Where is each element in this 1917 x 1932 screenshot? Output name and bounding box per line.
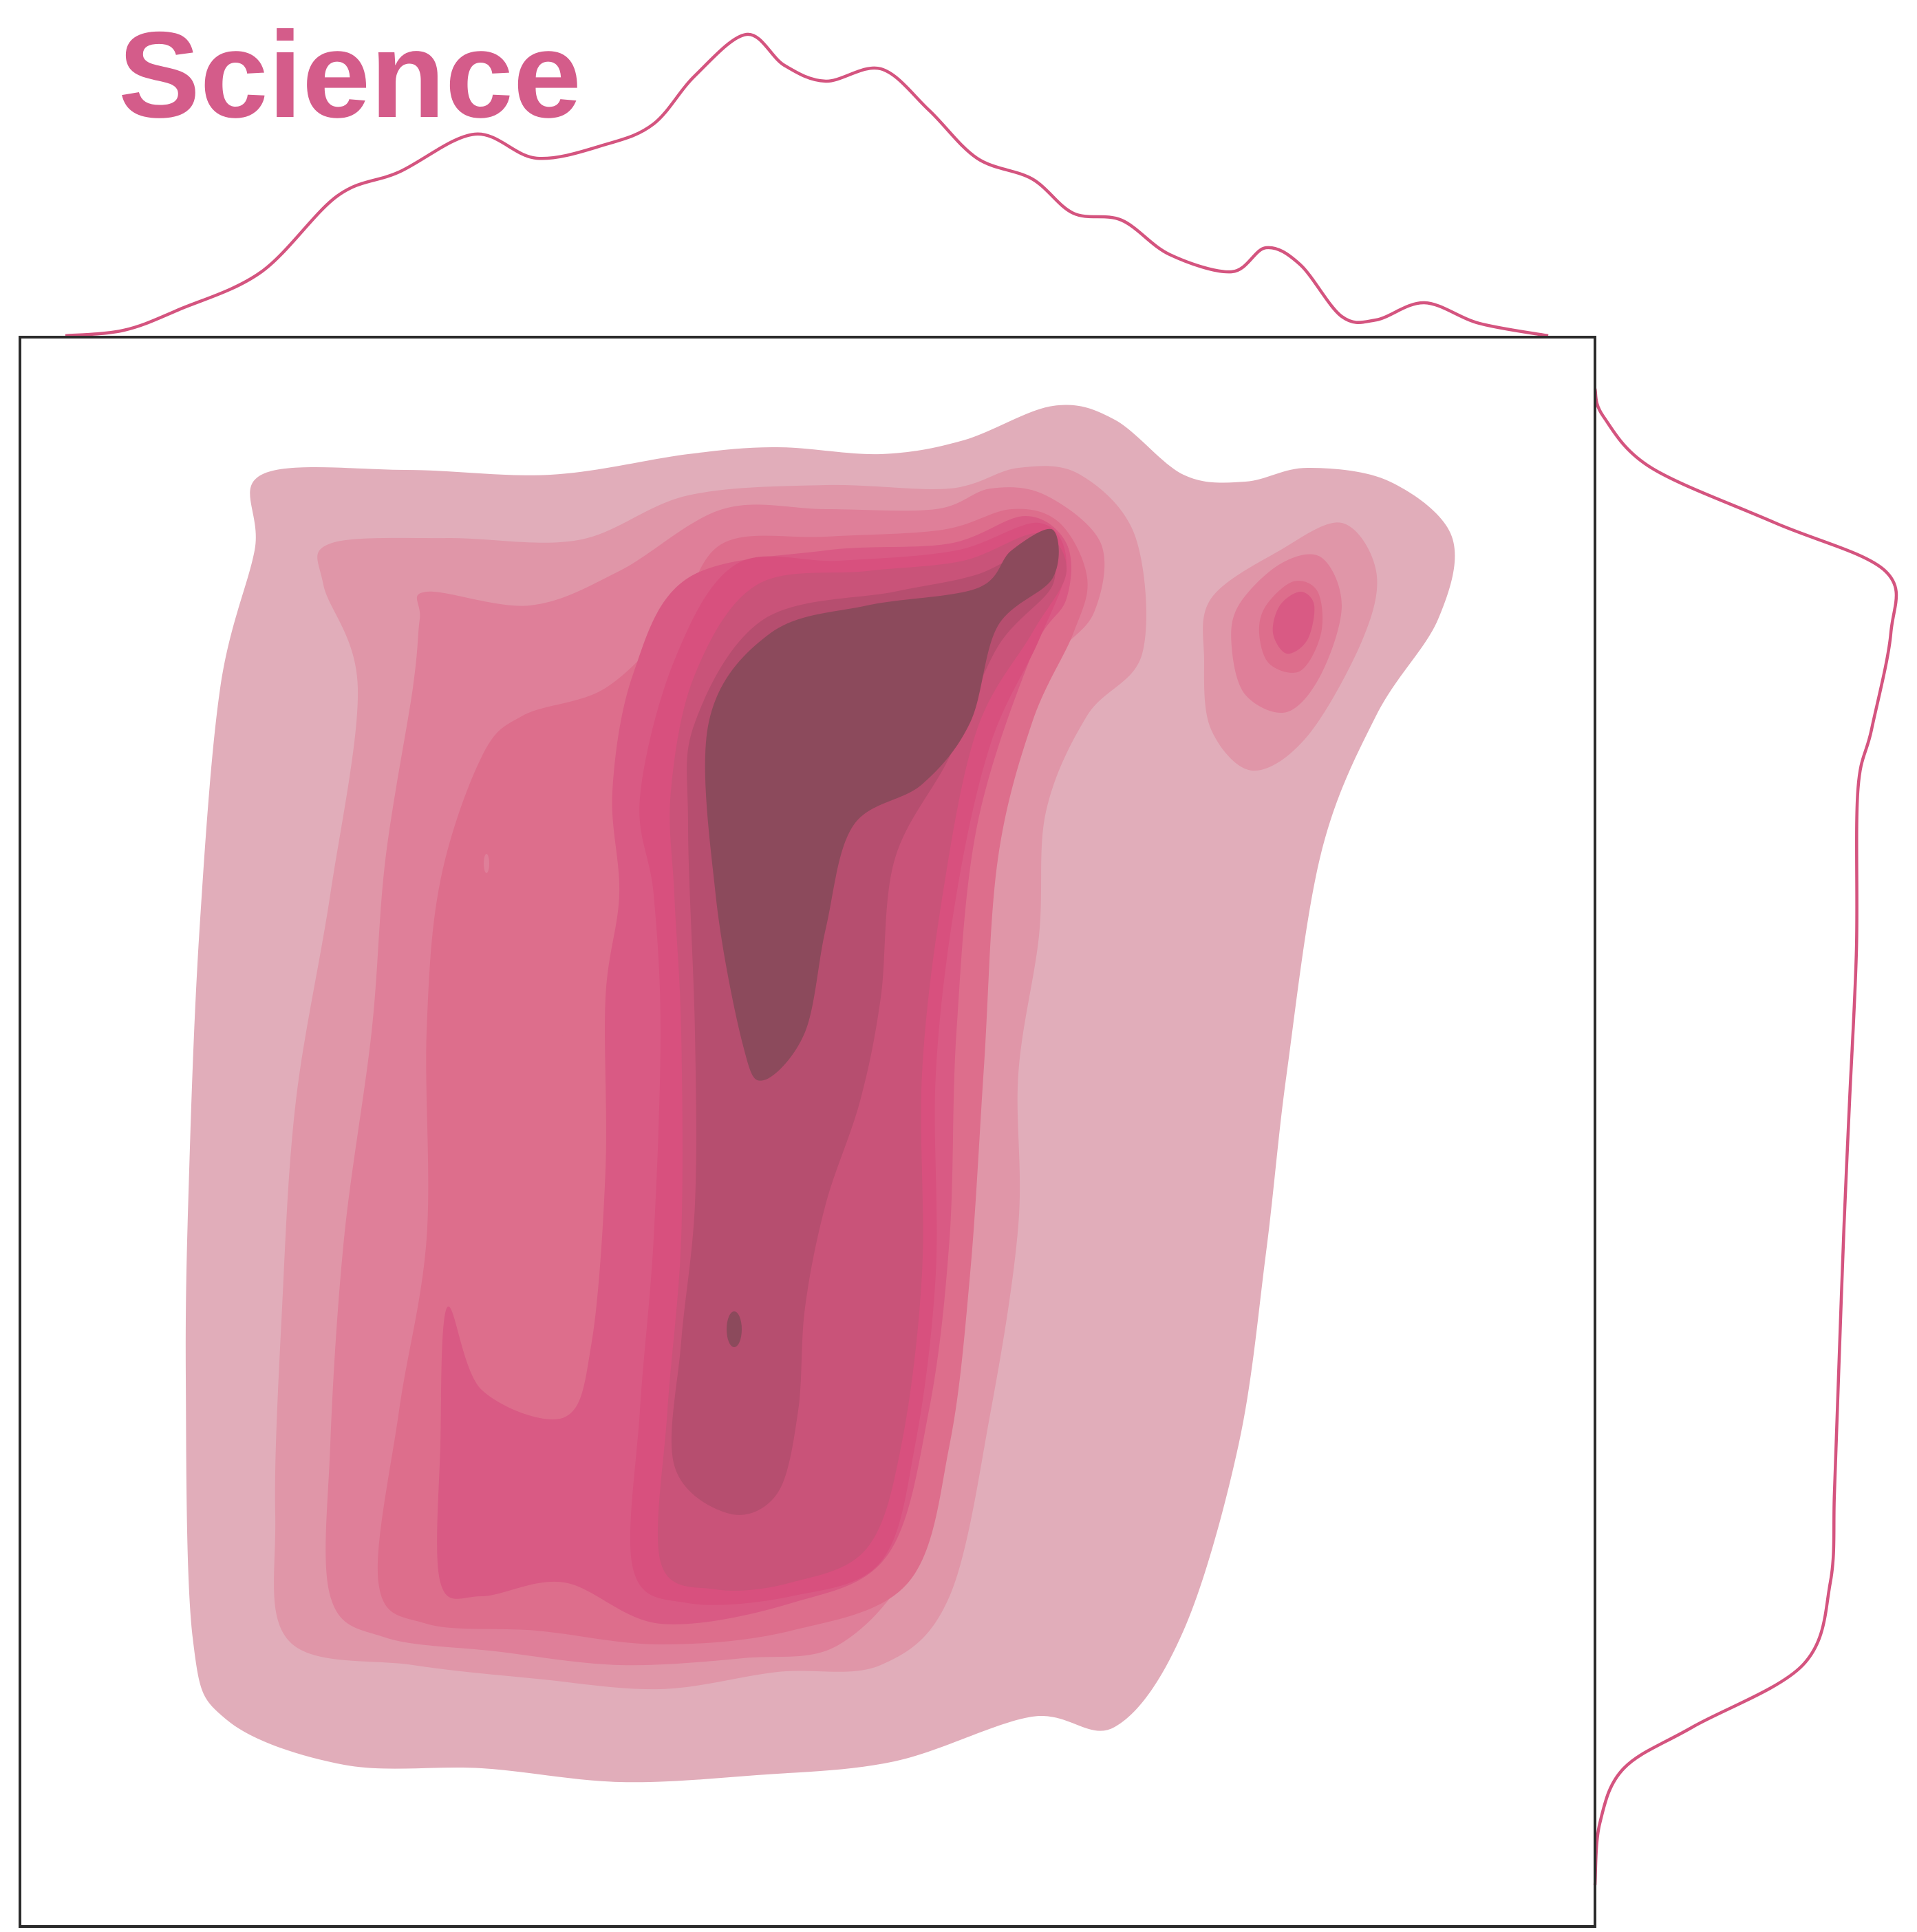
density-contour-band-9 bbox=[1272, 592, 1315, 654]
y-marginal-density-line bbox=[1593, 388, 1898, 1886]
density-contours bbox=[185, 405, 1455, 1783]
density-contour-blob-1 bbox=[553, 1035, 575, 1084]
density-contour-blob-2 bbox=[727, 1311, 742, 1347]
x-marginal-density-line bbox=[65, 32, 1549, 338]
plot-frame bbox=[19, 336, 1596, 1928]
density-contour-band-13 bbox=[705, 528, 1059, 1081]
chart-title: Science bbox=[118, 6, 581, 143]
density-contour-blob-3 bbox=[484, 854, 489, 873]
